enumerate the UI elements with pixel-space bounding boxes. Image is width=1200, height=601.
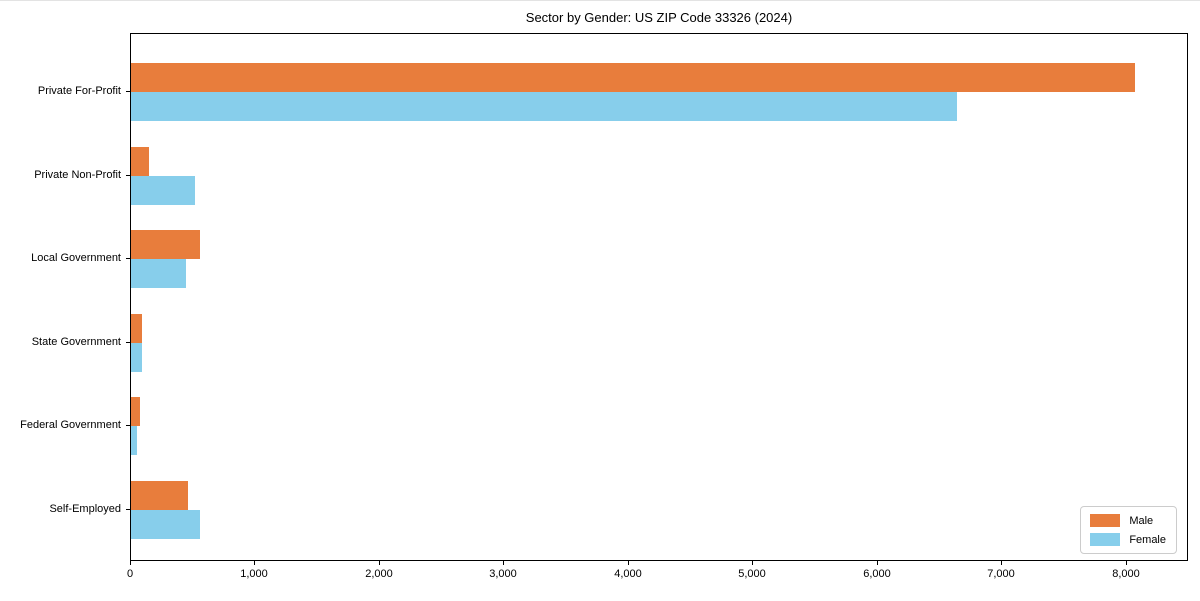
x-tick-label-6: 6,000 bbox=[863, 568, 891, 580]
x-tick-label-3: 3,000 bbox=[489, 568, 517, 580]
bar-male-5 bbox=[131, 481, 188, 510]
legend-swatch-male bbox=[1090, 514, 1121, 527]
y-tick-label-3: State Government bbox=[31, 335, 121, 348]
x-tick-label-2: 2,000 bbox=[365, 568, 393, 580]
x-tick-label-7: 7,000 bbox=[987, 568, 1015, 580]
x-tick-label-1: 1,000 bbox=[240, 568, 268, 580]
legend-item-male: Male bbox=[1090, 514, 1166, 527]
legend-swatch-female bbox=[1090, 533, 1121, 546]
x-tick-mark bbox=[752, 561, 753, 565]
chart-title: Sector by Gender: US ZIP Code 33326 (202… bbox=[525, 10, 793, 25]
x-tick-mark bbox=[877, 561, 878, 565]
y-tick-mark bbox=[126, 509, 130, 510]
bar-female-1 bbox=[131, 175, 195, 205]
x-tick-mark bbox=[130, 561, 131, 565]
y-tick-label-5: Self-Employed bbox=[49, 503, 121, 515]
y-tick-label-0: Private For-Profit bbox=[37, 85, 121, 97]
plot-area: Male Female bbox=[130, 33, 1188, 561]
y-tick-label-4: Federal Government bbox=[20, 419, 121, 432]
bar-female-5 bbox=[131, 510, 200, 539]
y-tick-mark bbox=[126, 341, 130, 343]
legend-label-male: Male bbox=[1129, 514, 1154, 527]
x-tick-label-8: 8,000 bbox=[1112, 568, 1140, 580]
legend: Male Female bbox=[1080, 506, 1177, 554]
x-tick-mark bbox=[379, 561, 380, 565]
y-tick-mark bbox=[126, 91, 130, 92]
y-tick-mark bbox=[126, 425, 130, 427]
x-tick-label-0: 0 bbox=[126, 568, 134, 580]
bar-female-0 bbox=[131, 92, 957, 121]
x-tick-mark bbox=[254, 561, 255, 565]
x-tick-mark bbox=[628, 561, 629, 565]
legend-item-female: Female bbox=[1090, 533, 1166, 546]
bar-female-4 bbox=[131, 426, 137, 456]
y-tick-mark bbox=[126, 258, 130, 260]
y-tick-label-2: Local Government bbox=[31, 252, 121, 265]
bar-male-3 bbox=[131, 313, 142, 343]
x-tick-mark bbox=[1126, 561, 1127, 565]
y-tick-mark bbox=[126, 174, 130, 176]
x-tick-label-4: 4,000 bbox=[614, 568, 642, 580]
bar-female-3 bbox=[131, 342, 142, 372]
bar-male-4 bbox=[131, 397, 140, 427]
bar-male-1 bbox=[131, 146, 149, 176]
bar-male-0 bbox=[131, 63, 1135, 92]
y-tick-label-1: Private Non-Profit bbox=[34, 168, 121, 181]
x-tick-mark bbox=[1001, 561, 1002, 565]
bar-female-2 bbox=[131, 259, 186, 289]
bar-male-2 bbox=[131, 230, 200, 260]
x-tick-label-5: 5,000 bbox=[738, 568, 766, 580]
legend-label-female: Female bbox=[1129, 533, 1166, 546]
x-tick-mark bbox=[503, 561, 504, 565]
